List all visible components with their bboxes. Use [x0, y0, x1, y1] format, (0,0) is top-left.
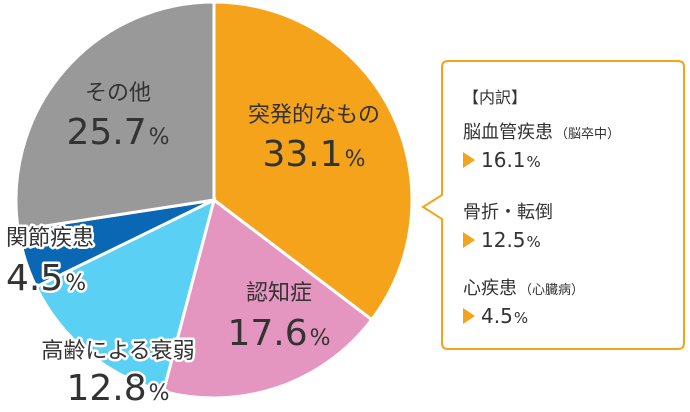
breakdown-item-name: 骨折・転倒 [463, 202, 553, 223]
slice-value-sudden: 33.1% [262, 134, 365, 175]
breakdown-item-note: （心臓病） [519, 283, 585, 298]
triangle-marker-icon [463, 307, 475, 324]
pie-slices [14, 0, 414, 400]
slice-label-joint-disease: 関節疾患 [6, 226, 94, 251]
pie-slice-frailty [34, 197, 217, 394]
triangle-marker-icon [463, 151, 475, 168]
breakdown-item-note: （脳卒中） [555, 127, 621, 142]
slice-value-joint-disease: 4.5% [6, 258, 86, 299]
pie-slice-sudden [212, 0, 414, 322]
breakdown-item-unit: % [513, 309, 529, 327]
breakdown-item-1: 脳血管疾患 （脳卒中） 16.1% [463, 118, 621, 172]
breakdown-callout: 【内訳】 脳血管疾患 （脳卒中） 16.1% 骨折・転倒 12.5% 心疾患 （心臓… [463, 62, 678, 342]
breakdown-item-value-row: 12.5% [463, 228, 541, 252]
breakdown-heading: 【内訳】 [463, 88, 528, 107]
breakdown-callout-box [421, 60, 685, 350]
slice-value-other: 25.7% [66, 112, 169, 153]
slice-value-dementia: 17.6% [227, 313, 330, 354]
breakdown-item-name: 心疾患 [463, 278, 517, 299]
breakdown-item-unit: % [526, 233, 541, 251]
slice-labels: 突発的なもの 33.1% 認知症 17.6% 高齢による衰弱 12.8% 関節疾患 4.5% そ… [4, 81, 381, 412]
slice-label-dementia: 認知症 [246, 281, 312, 306]
slice-label-frailty: 高齢による衰弱 [41, 339, 194, 364]
breakdown-item-name: 脳血管疾患 [463, 122, 553, 143]
slice-value-frailty: 12.8% [66, 368, 169, 409]
pie-slice-dementia [161, 197, 374, 400]
slice-label-sudden: 突発的なもの [248, 103, 380, 128]
breakdown-item-value-row: 4.5% [463, 304, 528, 328]
breakdown-item-2: 骨折・転倒 12.5% [463, 198, 555, 252]
triangle-marker-icon [463, 231, 475, 248]
breakdown-item-value: 4.5 [481, 304, 513, 328]
pie-slice-other [14, 0, 216, 232]
breakdown-item-value: 16.1 [481, 148, 526, 172]
breakdown-item-3: 心疾患 （心臓病） 4.5% [463, 274, 585, 328]
breakdown-item-unit: % [526, 153, 541, 171]
breakdown-item-value-row: 16.1% [463, 148, 541, 172]
breakdown-item-value: 12.5 [481, 228, 526, 252]
slice-label-other: その他 [85, 81, 151, 106]
